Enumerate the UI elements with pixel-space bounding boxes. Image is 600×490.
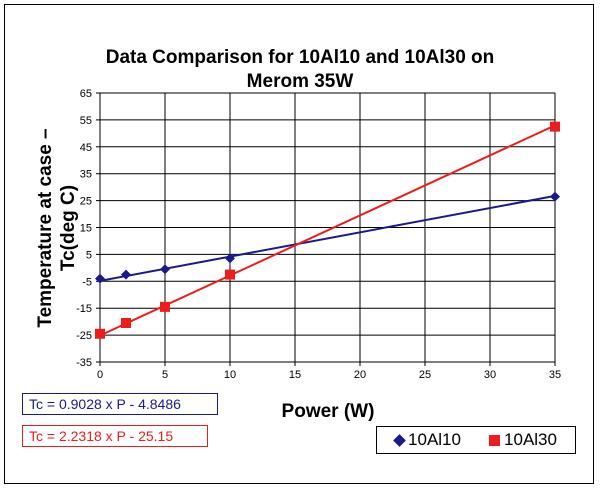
- data-point-10al30: [160, 301, 170, 312]
- trendline-10al10: [99, 194, 556, 282]
- trendline-10al30: [99, 124, 556, 337]
- gridlines: [99, 92, 556, 363]
- y-tick-label: -5: [82, 276, 92, 288]
- legend: 10Al10 10Al30: [376, 426, 576, 454]
- y-tick-label: -25: [76, 330, 92, 342]
- data-point-10al10: [121, 269, 131, 280]
- x-tick-label: 20: [354, 369, 366, 381]
- x-tick-label: 30: [484, 369, 496, 381]
- x-tick-label: 10: [224, 369, 236, 381]
- y-axis-label-line-2: Tc(deg C): [58, 185, 79, 271]
- y-tick-label: 45: [80, 142, 92, 154]
- data-point-10al30: [550, 121, 560, 132]
- equation-box-10al30: Tc = 2.2318 x P - 25.15: [22, 425, 208, 447]
- diamond-marker-icon: [393, 433, 406, 447]
- x-axis-label: Power (W): [282, 401, 375, 422]
- x-tick-label: 0: [97, 369, 103, 381]
- x-tick-label: 5: [162, 369, 168, 381]
- y-axis-label-line-1: Temperature at case –: [35, 128, 56, 327]
- legend-item-10al30: 10Al30: [489, 430, 557, 450]
- y-tick-label: -15: [76, 303, 92, 315]
- data-point-10al30: [121, 317, 131, 328]
- legend-label-10al10: 10Al10: [408, 430, 461, 449]
- x-tick-label: 15: [289, 369, 301, 381]
- square-marker-icon: [489, 434, 501, 446]
- y-tick-label: 5: [86, 249, 92, 261]
- y-tick-label: 15: [80, 223, 92, 235]
- chart-title-line-1: Data Comparison for 10Al10 and 10Al30 on: [106, 47, 495, 68]
- x-tick-label: 35: [549, 369, 561, 381]
- y-tick-label: 35: [80, 169, 92, 181]
- y-tick-label: 65: [80, 88, 92, 100]
- data-point-10al30: [95, 328, 105, 339]
- chart-title-line-2: Merom 35W: [247, 71, 354, 92]
- data-point-10al10: [160, 264, 170, 275]
- data-point-10al30: [225, 269, 235, 280]
- x-tick-label: 25: [419, 369, 431, 381]
- data-point-10al10: [95, 273, 105, 284]
- y-tick-label: -35: [76, 357, 92, 369]
- legend-label-10al30: 10Al30: [504, 430, 557, 449]
- legend-item-10al10: 10Al10: [393, 430, 461, 450]
- y-tick-label: 25: [80, 196, 92, 208]
- series-layer: [95, 121, 560, 339]
- equation-box-10al10: Tc = 0.9028 x P - 4.8486: [22, 393, 218, 415]
- y-tick-label: 55: [80, 115, 92, 127]
- axis-ticks: 0 5 10 15 20 25 30 35 -35 -25 -15 -5 5 15 25 35 45 55 65: [76, 88, 561, 381]
- data-point-10al10: [225, 253, 235, 264]
- data-point-10al10: [550, 191, 560, 202]
